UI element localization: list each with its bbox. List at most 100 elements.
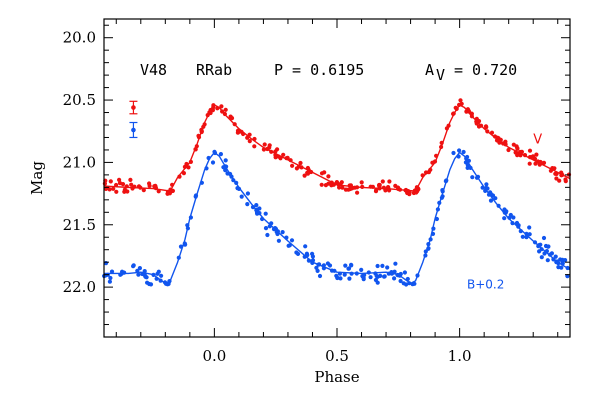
b-data-point <box>347 276 352 281</box>
v-fit-curve <box>103 104 571 192</box>
v-data-point <box>129 182 134 187</box>
v-data-point <box>114 189 119 194</box>
b-data-point <box>527 225 532 230</box>
header-amplitude-symbol: A <box>425 61 434 79</box>
y-tick-label: 20.5 <box>63 91 96 109</box>
b-data-point <box>159 273 164 278</box>
b-data-point <box>484 182 489 187</box>
v-data-point <box>534 152 539 157</box>
v-data-point <box>108 179 113 184</box>
v-data-point <box>533 161 538 166</box>
v-data-point <box>406 190 411 195</box>
v-data-point <box>359 180 364 185</box>
v-data-point <box>552 166 557 171</box>
v-data-point <box>298 160 303 166</box>
b-fit-curve <box>104 151 571 285</box>
b-data-point <box>218 152 223 157</box>
v-data-point <box>458 98 463 103</box>
b-data-point <box>108 275 113 281</box>
b-data-point <box>136 272 141 277</box>
b-data-point <box>325 261 330 266</box>
v-data-point <box>326 174 331 179</box>
b-data-point <box>539 255 544 260</box>
v-data-point <box>305 171 310 176</box>
b-data-point <box>488 198 494 203</box>
labels-layer: 0.0 0.5 1.0 20.0 20.5 21.0 21.5 22.0 <box>63 29 472 365</box>
b-data-point <box>137 266 142 271</box>
b-data-point <box>289 238 295 243</box>
b-data-point <box>245 191 250 196</box>
b-data-point <box>361 275 366 280</box>
x-tick-label: 0.0 <box>202 347 226 365</box>
b-data-point <box>265 232 270 238</box>
v-data-point <box>563 177 568 182</box>
v-data-point <box>506 147 511 153</box>
series-label-v: V <box>533 133 542 148</box>
v-data-point <box>553 171 558 176</box>
b-data-point <box>223 158 228 163</box>
b-data-point <box>560 257 565 262</box>
b-data-point <box>378 273 383 278</box>
b-data-point <box>257 206 262 211</box>
b-data-point <box>314 265 319 270</box>
v-data-point <box>527 161 532 166</box>
b-data-point <box>385 265 390 270</box>
b-data-point <box>553 254 558 259</box>
x-axis-title: Phase <box>314 368 359 386</box>
ticks-layer <box>104 19 570 338</box>
v-data-point <box>339 180 344 185</box>
b-data-point <box>457 148 462 153</box>
v-data-point <box>247 139 252 144</box>
b-data-point <box>276 238 281 243</box>
b-data-point <box>295 251 301 256</box>
b-data-point <box>368 275 373 280</box>
y-tick-label: 22.0 <box>63 278 96 296</box>
series-label-b-plus-0-2: B+0.2 <box>467 277 504 291</box>
b-data-point <box>280 230 285 235</box>
v-data-point <box>281 152 286 157</box>
b-data-point <box>382 274 387 279</box>
header-amplitude-subscript: V <box>436 66 445 84</box>
v-data-point <box>128 177 133 182</box>
v-data-point <box>511 142 516 147</box>
b-data-point <box>359 267 364 272</box>
b-error-bar <box>129 121 138 139</box>
v-data-point <box>152 184 157 189</box>
v-data-point <box>530 154 536 159</box>
b-data-point <box>245 202 250 207</box>
y-tick-label: 21.0 <box>63 153 96 171</box>
header-amplitude-value: = 0.720 <box>454 61 517 79</box>
v-error-bar <box>129 100 138 115</box>
b-data-point <box>402 270 407 275</box>
b-data-point <box>210 160 216 165</box>
v-data-point <box>111 186 116 191</box>
b-data-point <box>451 150 456 156</box>
v-data-point <box>387 179 392 184</box>
v-data-point <box>374 188 379 193</box>
b-data-point <box>493 196 498 201</box>
b-data-point <box>131 264 136 269</box>
v-data-point <box>322 170 327 175</box>
b-data-point <box>541 235 547 241</box>
b-data-point <box>461 149 466 155</box>
b-data-point <box>107 279 112 284</box>
b-data-point <box>393 261 398 266</box>
b-data-point <box>546 244 551 249</box>
v-data-point <box>554 176 559 181</box>
v-data-point <box>219 104 224 109</box>
v-data-point <box>294 166 299 171</box>
v-data-point <box>262 142 267 147</box>
header-star-type: RRab <box>196 61 232 79</box>
header-star-id: V48 <box>140 61 167 79</box>
b-data-point <box>263 211 268 216</box>
v-data-point <box>355 190 360 195</box>
b-data-point <box>380 263 385 268</box>
x-tick-label: 0.5 <box>325 347 349 365</box>
y-tick-label: 20.0 <box>63 29 96 47</box>
b-data-point <box>545 258 550 263</box>
b-data-point <box>145 280 150 285</box>
v-data-point <box>326 181 331 186</box>
v-data-point <box>125 189 130 194</box>
b-data-point <box>527 232 532 237</box>
